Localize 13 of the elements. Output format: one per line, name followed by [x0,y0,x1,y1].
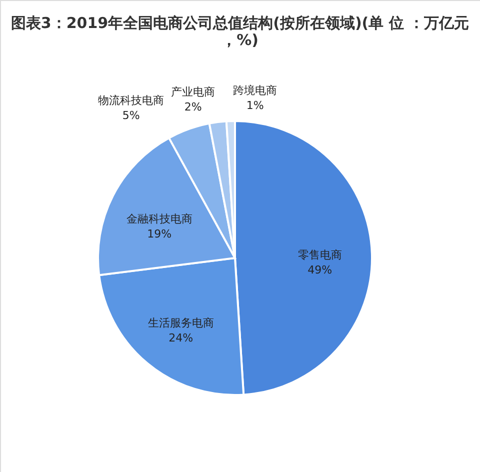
data-label: 19% [147,227,172,240]
slice-label: 生活服务电商 [148,316,214,330]
slice-label: 物流科技电商 [98,94,164,107]
slice-label: 金融科技电商 [126,212,192,226]
data-label: 1% [246,99,264,112]
data-label: 5% [122,108,140,122]
data-label: 2% [184,100,202,114]
chart-title: 图表3：2019年全国电商公司总值结构(按所在领域)(单 位 ：万亿元，%) [10,14,470,49]
data-label: 24% [168,331,194,344]
data-label: 49% [308,263,332,276]
slice-label: 跨境电商 [233,84,278,98]
slice-label: 零售电商 [298,248,342,262]
slice-label: 产业电商 [171,85,216,98]
